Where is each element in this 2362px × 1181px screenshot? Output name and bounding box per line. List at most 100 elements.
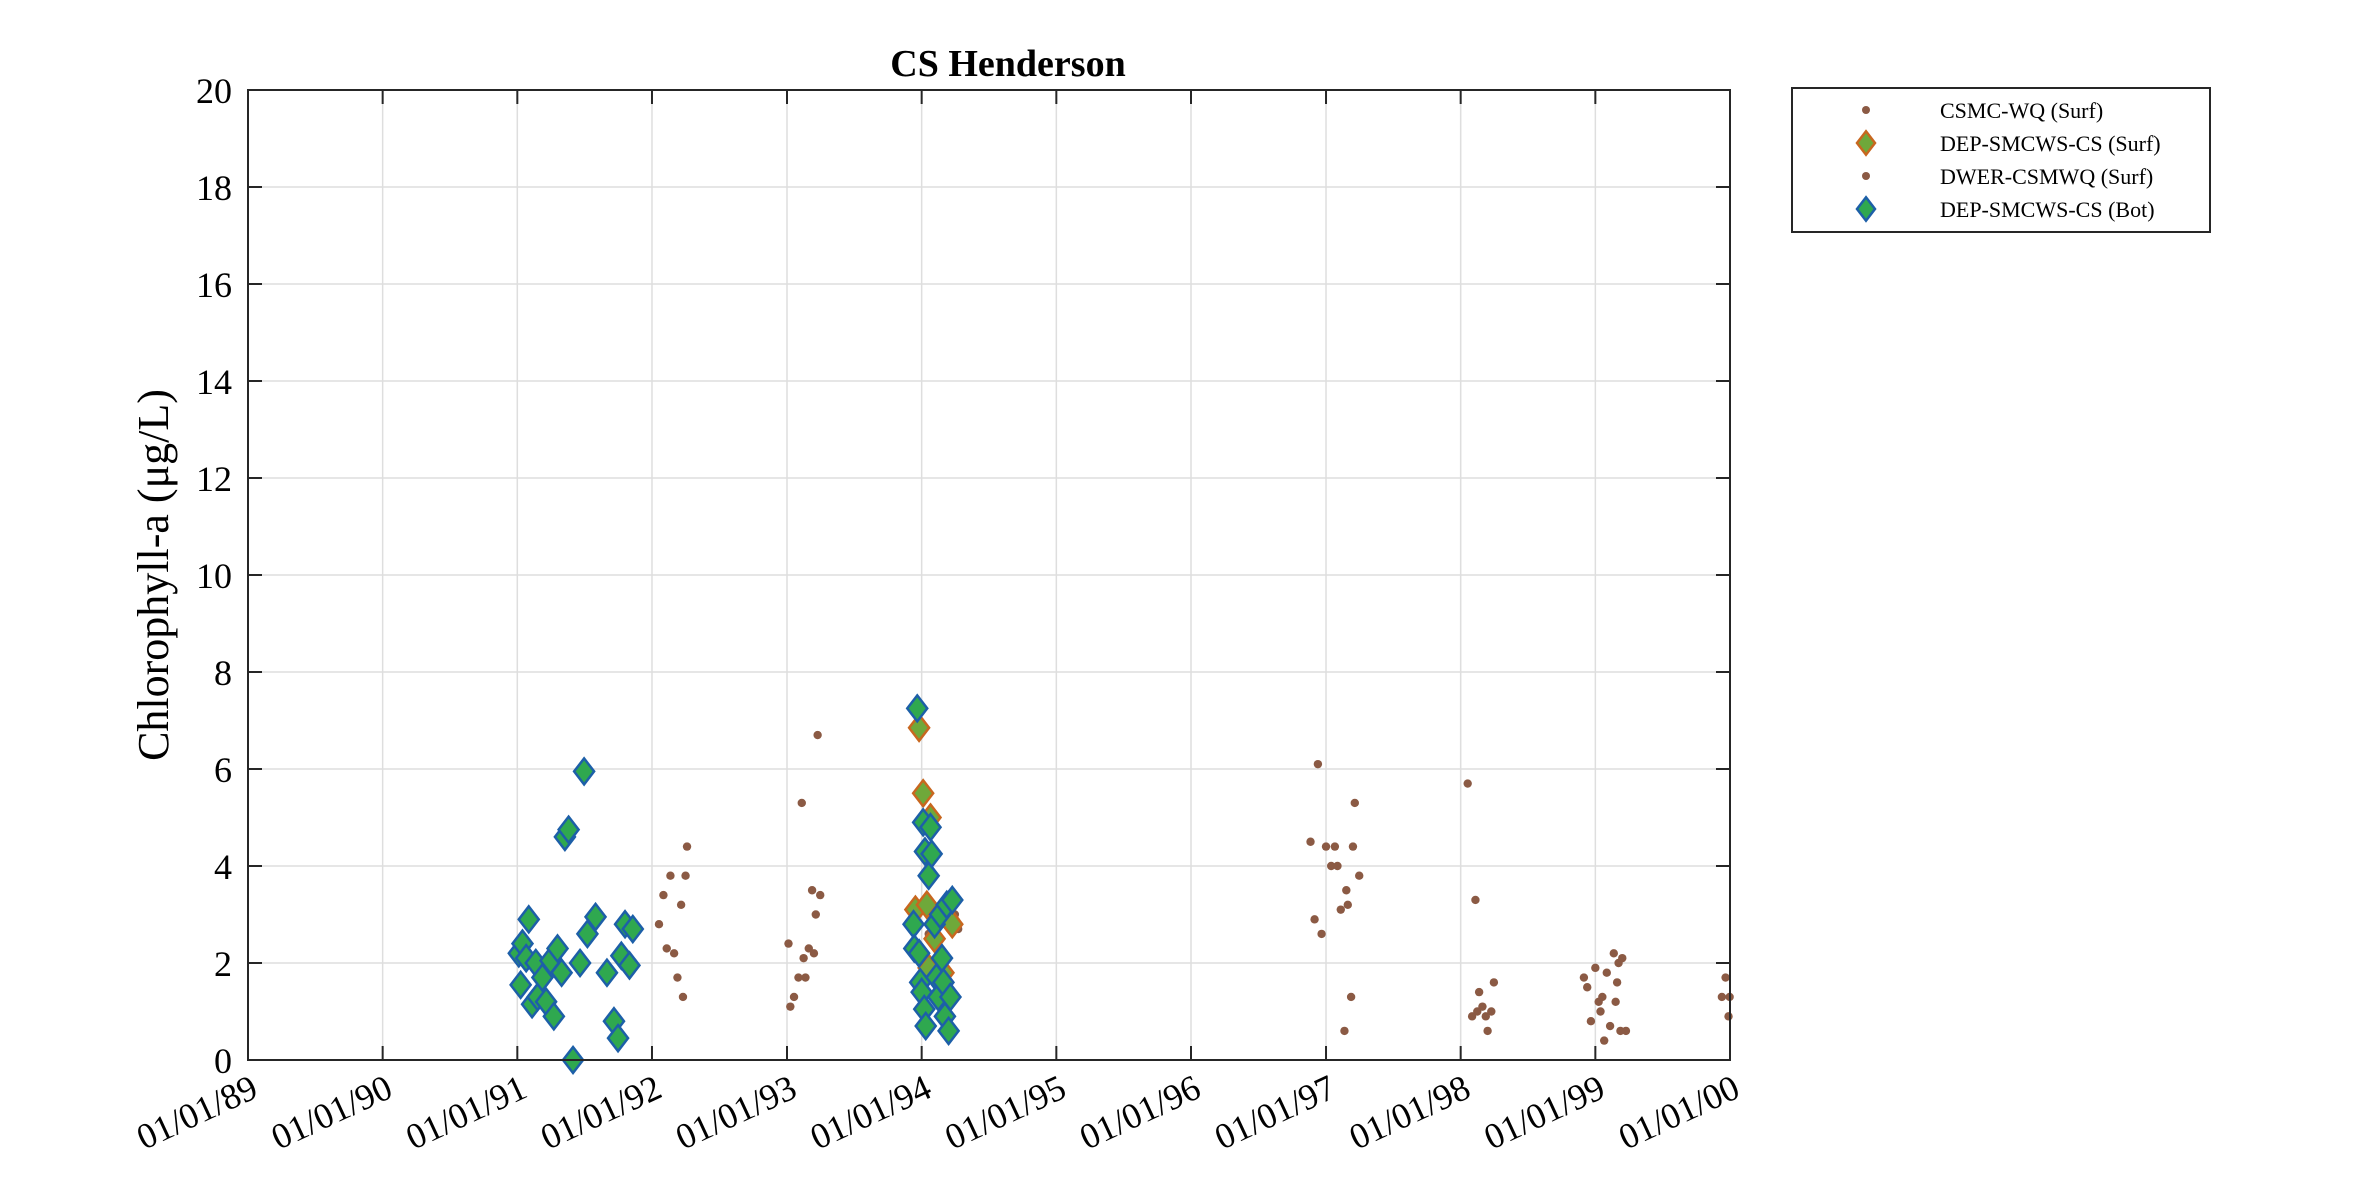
data-point (542, 1001, 566, 1032)
chart-title: CS Henderson (890, 43, 1125, 85)
data-point (583, 901, 608, 932)
data-point (813, 730, 822, 740)
data-point (666, 871, 675, 880)
y-tick-label: 0 (214, 1041, 232, 1081)
data-point (794, 973, 803, 982)
data-point (1355, 871, 1364, 880)
data-point (1599, 1036, 1609, 1045)
data-point (1326, 861, 1336, 871)
data-point (678, 992, 688, 1002)
data-point (938, 981, 963, 1013)
data-point (659, 890, 668, 900)
data-point (811, 910, 820, 919)
data-point (789, 992, 799, 1002)
data-point (1336, 905, 1345, 914)
data-point (809, 949, 819, 958)
data-point (1591, 963, 1600, 973)
data-point (1330, 842, 1340, 851)
legend-items: CSMC-WQ (Surf) DEP-SMCWS-CS (Surf) DWER-CS… (1855, 98, 2161, 223)
y-tick-label: 16 (196, 265, 232, 305)
data-point (905, 693, 929, 724)
data-point (517, 904, 541, 935)
data-point (1348, 842, 1358, 851)
data-point (509, 969, 533, 1000)
data-point (1306, 837, 1315, 846)
data-point (940, 884, 964, 916)
data-point (784, 939, 793, 948)
data-point (1583, 983, 1592, 992)
plot-area (247, 89, 1734, 1076)
data-point (911, 778, 935, 809)
y-tick-label: 6 (214, 750, 232, 790)
data-point (1611, 997, 1620, 1006)
data-point (1321, 842, 1331, 851)
data-point (572, 756, 596, 787)
data-point (545, 933, 570, 964)
data-point (816, 890, 825, 900)
legend-label: CSMC-WQ (Surf) (1940, 98, 2103, 123)
data-point (1579, 973, 1589, 982)
data-point (682, 842, 692, 851)
data-point (1721, 973, 1730, 982)
data-point (907, 938, 931, 969)
data-point (595, 957, 619, 988)
data-point (568, 947, 592, 979)
data-point (786, 1002, 795, 1011)
data-point (1483, 1026, 1492, 1036)
data-point (1602, 968, 1611, 977)
data-point (1317, 929, 1326, 939)
data-point (669, 949, 679, 958)
data-point (937, 1015, 961, 1046)
y-tick-label: 4 (214, 847, 232, 887)
data-point (1612, 978, 1622, 987)
series-4 (507, 693, 964, 1076)
legend-marker (1862, 172, 1870, 180)
axis-ticks (247, 89, 1731, 1061)
data-point (1313, 759, 1323, 769)
data-point (654, 920, 664, 929)
data-point (920, 838, 944, 869)
legend-label: DEP-SMCWS-CS (Surf) (1940, 131, 2161, 156)
data-point (1310, 915, 1319, 924)
data-point (801, 973, 810, 982)
data-point (1478, 1002, 1487, 1011)
y-axis-label: Chlorophyll-a (μg/L) (129, 389, 178, 761)
data-point (799, 953, 808, 963)
y-tick-label: 18 (196, 168, 232, 208)
data-point (1487, 1007, 1496, 1016)
data-point (1471, 895, 1480, 905)
data-point (1717, 992, 1727, 1002)
y-tick-label: 10 (196, 556, 232, 596)
data-point (673, 973, 682, 982)
data-point (1342, 886, 1351, 895)
data-point (907, 712, 931, 743)
data-point (1474, 987, 1484, 997)
data-point (557, 814, 581, 845)
data-point (1463, 779, 1472, 788)
data-point (606, 1023, 630, 1054)
legend-label: DEP-SMCWS-CS (Bot) (1940, 197, 2155, 222)
data-point (1350, 798, 1359, 808)
data-points (507, 693, 1734, 1076)
data-point (1724, 1012, 1733, 1021)
data-point (1481, 1012, 1490, 1021)
data-point (914, 1010, 938, 1042)
data-point (918, 812, 943, 843)
data-point (1598, 992, 1607, 1002)
legend-marker (1855, 129, 1877, 157)
data-point (550, 957, 574, 988)
data-point (1596, 1007, 1605, 1016)
data-point (1621, 1026, 1631, 1036)
legend: CSMC-WQ (Surf) DEP-SMCWS-CS (Surf) DWER-CS… (1791, 87, 2211, 233)
data-point (1343, 900, 1352, 909)
data-point (1489, 978, 1499, 987)
y-tick-label: 12 (196, 459, 232, 499)
data-point (617, 950, 642, 981)
data-point (797, 798, 806, 808)
legend-label: DWER-CSMWQ (Surf) (1940, 164, 2153, 189)
legend-marker (1862, 106, 1870, 114)
data-point (1340, 1026, 1349, 1036)
data-point (917, 860, 941, 891)
legend-marker (1855, 195, 1877, 223)
y-tick-labels: 0 2 4 6 8 10 12 14 16 18 20 (196, 71, 232, 1081)
